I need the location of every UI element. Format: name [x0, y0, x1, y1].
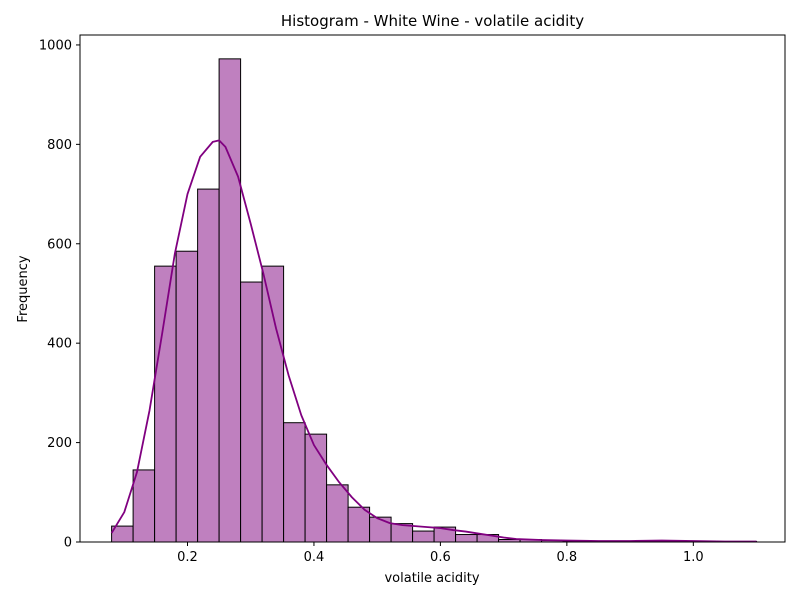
- histogram-bar: [218, 58, 242, 543]
- x-axis-ticks: 0.2 0.4 0.6 0.8 1.0: [177, 542, 704, 565]
- plot-frame: [79, 34, 786, 543]
- histogram-bar: [412, 530, 435, 543]
- x-tick-label: 0.4: [304, 550, 325, 565]
- histogram-bar: [347, 506, 371, 543]
- y-tick-label: 1000: [39, 38, 72, 53]
- y-tick-label: 400: [47, 337, 72, 352]
- histogram-bar: [240, 281, 263, 543]
- chart-title: Histogram - White Wine - volatile acidit…: [281, 12, 584, 30]
- x-axis-label: volatile acidity: [384, 571, 479, 586]
- x-tick-label: 1.0: [683, 550, 704, 565]
- y-axis-ticks: 0 200 400 600 800 1000: [39, 38, 80, 551]
- histogram-bar: [197, 188, 220, 543]
- histogram-bar: [132, 469, 156, 543]
- y-tick-label: 0: [64, 536, 72, 551]
- y-tick-label: 800: [47, 138, 72, 153]
- x-tick-label: 0.6: [430, 550, 451, 565]
- x-tick-label: 0.8: [557, 550, 578, 565]
- kde-curve: [110, 139, 757, 543]
- histogram-bar: [326, 484, 349, 543]
- y-tick-label: 600: [47, 237, 72, 252]
- histogram-bar: [154, 265, 177, 543]
- histogram-bar: [455, 534, 478, 543]
- histogram-bar: [369, 516, 392, 543]
- y-tick-label: 200: [47, 436, 72, 451]
- x-tick-label: 0.2: [177, 550, 198, 565]
- histogram-bar: [175, 250, 199, 543]
- kde-layer: [110, 139, 757, 543]
- y-axis-label: Frequency: [16, 255, 31, 322]
- histogram-bar: [304, 433, 328, 543]
- histogram-bar: [261, 265, 285, 543]
- histogram-bar: [283, 422, 306, 543]
